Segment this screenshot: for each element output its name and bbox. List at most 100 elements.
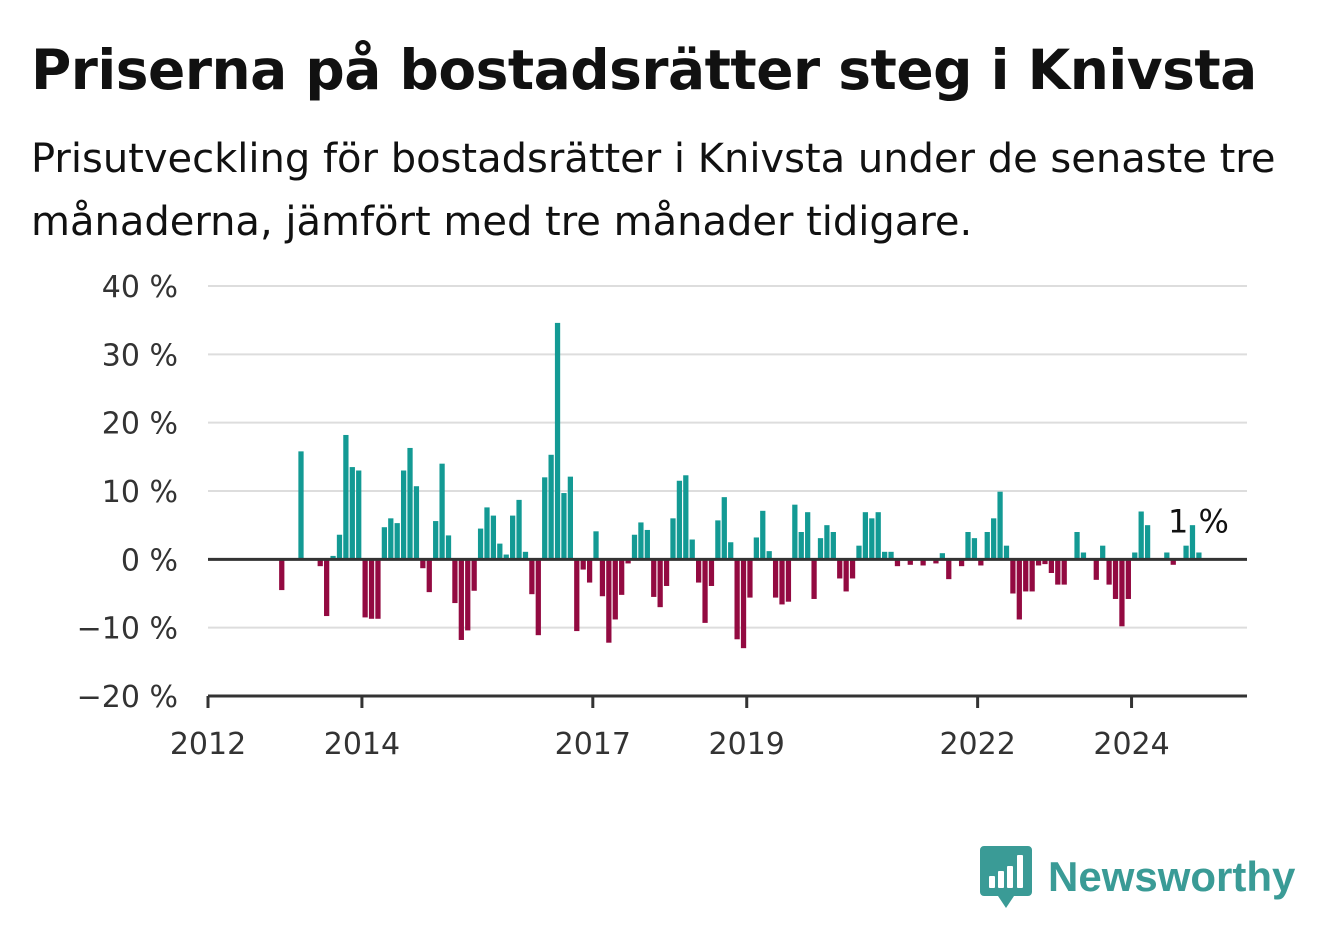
bar xyxy=(638,522,644,560)
axes xyxy=(206,557,1247,708)
bar xyxy=(721,497,727,560)
bar xyxy=(484,507,490,560)
bar xyxy=(1196,552,1202,560)
x-tick-label: 2017 xyxy=(555,727,631,762)
bar xyxy=(888,551,894,560)
bar xyxy=(843,559,849,592)
bar xyxy=(433,521,439,560)
bar xyxy=(542,477,548,560)
bar xyxy=(439,463,445,560)
bar xyxy=(554,322,561,560)
bar xyxy=(388,518,394,560)
bar xyxy=(869,518,875,560)
brand-logo: Newsworthy xyxy=(980,846,1295,908)
bar xyxy=(368,559,375,619)
bar xyxy=(490,515,497,560)
bars xyxy=(279,322,1202,649)
bar xyxy=(561,493,567,560)
bar xyxy=(529,559,535,595)
bar xyxy=(785,559,792,602)
bar xyxy=(625,559,631,564)
bar xyxy=(548,454,554,560)
brand-name: Newsworthy xyxy=(1048,853,1296,900)
bar xyxy=(978,559,984,566)
x-tick-label: 2024 xyxy=(1093,727,1169,762)
bar xyxy=(330,555,336,560)
bar xyxy=(298,451,304,560)
bar xyxy=(997,491,1003,560)
bar xyxy=(805,512,811,560)
bar xyxy=(324,559,330,617)
bar xyxy=(1029,559,1035,592)
bar xyxy=(657,559,663,608)
bar xyxy=(1023,559,1029,592)
bar xyxy=(779,559,785,605)
bar xyxy=(1112,559,1119,599)
bar xyxy=(1183,545,1189,560)
bar xyxy=(1010,559,1016,594)
bar xyxy=(407,447,413,560)
bar xyxy=(894,559,901,567)
bar xyxy=(984,532,990,560)
gridlines xyxy=(208,285,1247,629)
bar xyxy=(1144,525,1151,560)
bar xyxy=(1061,559,1067,585)
bar xyxy=(971,538,978,560)
end-value-label: 1 % xyxy=(1168,502,1229,540)
bar xyxy=(663,559,670,586)
bar xyxy=(1132,552,1138,560)
bar xyxy=(1055,559,1061,585)
bar xyxy=(849,559,856,579)
bar xyxy=(772,559,779,598)
bar xyxy=(683,475,689,560)
y-tick-label: −20 % xyxy=(77,680,178,715)
bar xyxy=(689,539,695,560)
bar xyxy=(510,515,516,560)
bar xyxy=(452,559,458,604)
bar xyxy=(279,559,285,591)
x-tick-label: 2019 xyxy=(709,727,785,762)
bar xyxy=(933,559,939,564)
bar xyxy=(1100,545,1106,560)
chart-title: Priserna på bostadsrätter steg i Knivsta xyxy=(31,38,1257,102)
bar xyxy=(535,559,541,636)
bar xyxy=(747,559,753,598)
bar xyxy=(336,534,343,560)
x-tick-label: 2012 xyxy=(170,727,246,762)
bar xyxy=(740,559,747,649)
bar xyxy=(381,527,388,560)
bar xyxy=(1119,559,1125,627)
bar xyxy=(375,559,381,619)
bar xyxy=(766,551,772,560)
bar xyxy=(830,532,836,560)
bar xyxy=(471,559,477,591)
bar xyxy=(958,559,965,567)
chart-subtitle: Prisutveckling för bostadsrätter i Knivs… xyxy=(31,136,1276,245)
bar xyxy=(644,529,650,560)
bar xyxy=(856,545,862,560)
bar xyxy=(939,553,945,560)
bar xyxy=(1016,559,1022,620)
bar xyxy=(606,559,612,643)
bar xyxy=(1164,552,1170,560)
bar xyxy=(413,486,420,560)
bar xyxy=(497,543,503,560)
bar xyxy=(702,559,708,623)
bar xyxy=(503,554,509,560)
bar xyxy=(882,551,888,560)
bar xyxy=(1042,559,1048,565)
x-tick-label: 2014 xyxy=(324,727,400,762)
bar xyxy=(1074,532,1080,560)
bar xyxy=(599,559,606,597)
bar xyxy=(734,559,740,640)
bar xyxy=(715,520,721,560)
newsworthy-logo-icon xyxy=(980,846,1032,908)
bar xyxy=(574,559,580,632)
bar xyxy=(445,535,452,560)
bar xyxy=(708,559,715,586)
bar xyxy=(580,559,586,570)
bar xyxy=(696,559,702,583)
bar xyxy=(349,467,355,560)
bar xyxy=(420,559,426,569)
bar-chart: −20 % −10 % 0 % 10 % 20 % 30 % 40 % 2012 2014 201… xyxy=(77,270,1247,762)
